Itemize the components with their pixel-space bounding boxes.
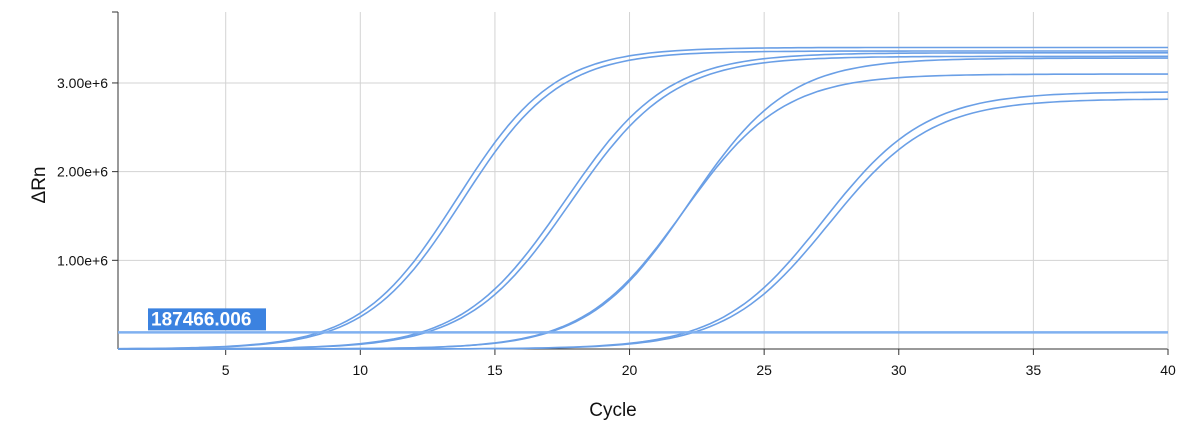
threshold-label-bg — [148, 308, 266, 331]
x-tick-label-15: 15 — [487, 362, 503, 378]
axis-layer: 5 10 15 20 25 30 35 40 1.00e+6 2.00e+6 3.00e+6 — [57, 11, 1176, 378]
series-layer — [117, 46, 1169, 350]
amplification-curve-7 — [118, 91, 1169, 350]
amplification-curve-3 — [117, 52, 1168, 350]
amplification-curve-4 — [118, 55, 1168, 350]
x-tick-label-20: 20 — [622, 362, 638, 378]
y-tick-label-0: 1.00e+6 — [57, 252, 108, 268]
x-tick-label-25: 25 — [756, 362, 772, 378]
amplification-curve-1 — [118, 46, 1168, 350]
x-tick-label-5: 5 — [222, 362, 230, 378]
x-tick-label-10: 10 — [353, 362, 369, 378]
amplification-curve-6 — [118, 73, 1168, 350]
x-tick-label-40: 40 — [1160, 362, 1176, 378]
x-tick-label-30: 30 — [891, 362, 907, 378]
threshold-layer[interactable]: 187466.006 — [118, 308, 1168, 334]
y-tick-label-1: 2.00e+6 — [57, 164, 108, 180]
threshold-label: 187466.006 — [151, 309, 251, 330]
y-axis-title: ΔRn — [29, 167, 50, 204]
x-axis-title: Cycle — [589, 400, 637, 421]
amplification-curve-2 — [117, 50, 1168, 350]
amplification-curve-8 — [118, 98, 1169, 350]
y-tick-label-2: 3.00e+6 — [57, 75, 108, 91]
amplification-curve-5 — [118, 57, 1168, 350]
x-tick-label-35: 35 — [1026, 362, 1042, 378]
grid-layer — [118, 12, 1168, 349]
